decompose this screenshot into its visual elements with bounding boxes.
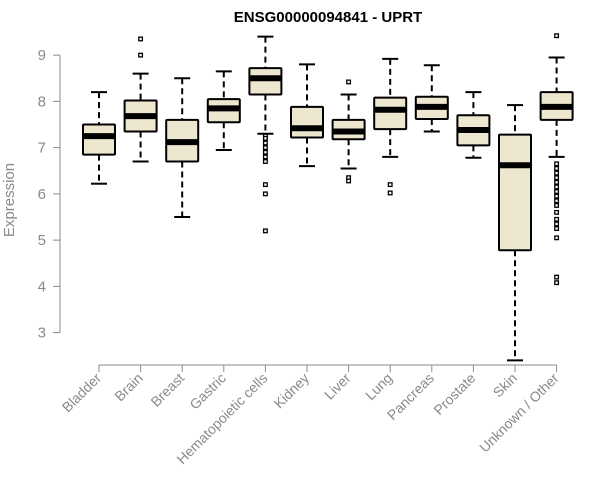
box-iqr xyxy=(290,105,324,139)
outlier-point xyxy=(262,140,268,146)
outlier-point xyxy=(554,274,560,280)
box-prostate xyxy=(456,91,491,159)
y-tick-label: 9 xyxy=(38,47,46,64)
outlier-point xyxy=(262,145,268,151)
outlier-point xyxy=(346,178,352,184)
x-tick-label: Breast xyxy=(147,370,187,410)
outlier-point xyxy=(262,182,268,188)
outlier-point xyxy=(554,179,560,185)
outlier-point xyxy=(554,198,560,204)
y-axis: 3 4 5 6 7 8 9 xyxy=(38,47,61,342)
outlier-point xyxy=(262,191,268,197)
outlier-point xyxy=(262,228,268,234)
outlier-point xyxy=(554,226,560,232)
box-iqr xyxy=(82,123,116,156)
outlier-point xyxy=(262,149,268,155)
box-lung xyxy=(373,57,408,196)
box-skin xyxy=(498,104,532,362)
outlier-point xyxy=(554,184,560,190)
outlier-point xyxy=(554,33,560,39)
y-tick-label: 6 xyxy=(38,186,46,203)
outlier-point xyxy=(262,159,268,164)
outlier-point xyxy=(262,135,268,141)
x-tick-label: Prostate xyxy=(430,370,478,418)
outlier-point xyxy=(554,202,560,208)
outlier-point xyxy=(554,165,560,171)
outlier-point xyxy=(346,79,352,85)
outlier-point xyxy=(138,36,144,42)
box-pancreas xyxy=(414,64,449,133)
x-tick-label: Skin xyxy=(490,370,521,401)
box-iqr xyxy=(248,67,283,96)
y-tick-label: 4 xyxy=(38,278,46,295)
box-breast xyxy=(165,77,200,218)
x-tick-label: Brain xyxy=(111,370,145,404)
y-tick-label: 7 xyxy=(38,140,46,157)
outlier-point xyxy=(554,189,560,195)
outlier-point xyxy=(262,154,268,160)
outlier-point xyxy=(554,193,560,199)
outlier-point xyxy=(554,170,560,176)
box-kidney xyxy=(290,63,324,168)
y-tick-label: 8 xyxy=(38,93,46,110)
y-axis-label: Expression xyxy=(1,163,18,237)
x-tick-label: Liver xyxy=(321,370,354,403)
outlier-point xyxy=(554,216,560,222)
outlier-point xyxy=(138,52,144,58)
box-unknown-other xyxy=(539,33,574,286)
outlier-point xyxy=(554,161,560,167)
box-series xyxy=(82,33,574,362)
x-tick-label: Lung xyxy=(362,370,395,403)
outlier-point xyxy=(554,235,560,241)
box-liver xyxy=(331,79,366,184)
box-brain xyxy=(123,36,158,163)
box-bladder xyxy=(82,91,116,185)
y-tick-label: 5 xyxy=(38,232,46,249)
outlier-point xyxy=(554,221,560,227)
box-gastric xyxy=(206,70,241,151)
outlier-point xyxy=(554,209,560,215)
outlier-point xyxy=(387,182,393,188)
outlier-point xyxy=(554,175,560,181)
x-tick-label: Kidney xyxy=(271,370,313,412)
outlier-point xyxy=(387,190,393,196)
x-tick-label: Unknown / Other xyxy=(476,370,562,456)
box-iqr xyxy=(498,133,532,252)
chart-title: ENSG00000094841 - UPRT xyxy=(234,9,422,26)
outlier-point xyxy=(554,280,560,286)
y-tick-label: 3 xyxy=(38,325,46,342)
box-hematopoietic-cells xyxy=(248,35,283,234)
x-tick-label: Bladder xyxy=(59,370,105,416)
box-iqr xyxy=(373,96,408,131)
